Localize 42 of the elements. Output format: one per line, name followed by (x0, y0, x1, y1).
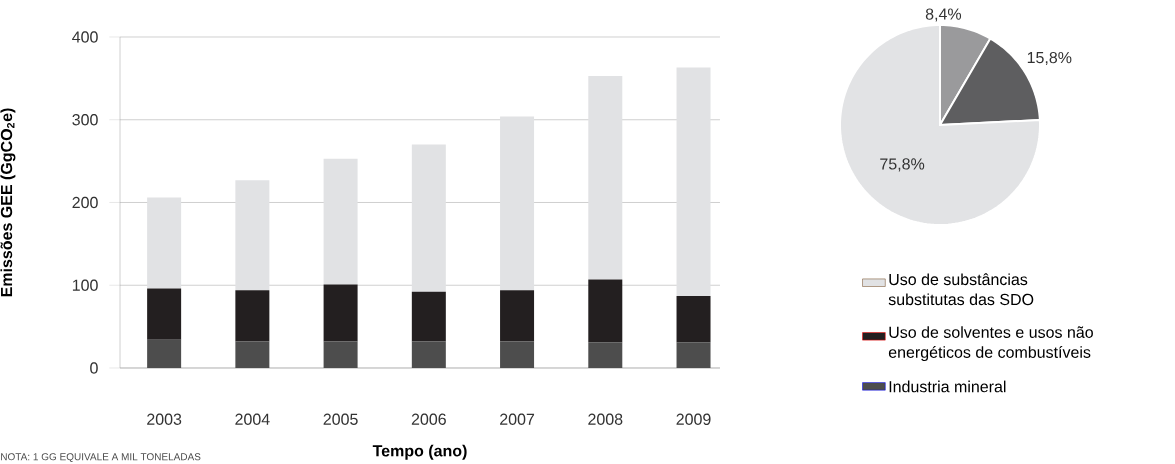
data-label: 8,4% (925, 8, 962, 22)
bar (411, 144, 446, 292)
data-label: 15,8% (1027, 51, 1072, 66)
bar (235, 341, 270, 368)
bar (147, 339, 182, 368)
legend-label: Uso de substâncias substitutas das SDO (888, 273, 1034, 306)
bar (147, 288, 182, 340)
bar (323, 158, 358, 285)
x-tick-label: 2006 (411, 413, 446, 425)
x-tick-label: 2005 (323, 413, 358, 425)
y-tick-label: 400 (72, 31, 98, 43)
bar (323, 284, 358, 342)
x-tick-label: 2008 (588, 413, 623, 425)
x-tick-label: 2007 (500, 413, 535, 425)
bar (411, 341, 446, 368)
legend-label: Uso de solventes e usos não energéticos de combustíveis (888, 326, 1093, 362)
x-tick-label: 2009 (676, 413, 711, 425)
x-axis-title: Tempo (ano) (372, 444, 467, 460)
bar (676, 342, 711, 368)
bar (500, 341, 535, 368)
text: NOTA: 1 GG EQUIVALE A MIL TONELADAS (1, 453, 201, 463)
bar (147, 197, 182, 289)
x-tick-label: 2003 (147, 413, 182, 425)
y-tick-label: 200 (72, 196, 98, 209)
bar (588, 75, 623, 280)
legend-label: Industria mineral (889, 380, 1006, 393)
bar (411, 291, 446, 342)
bar (235, 290, 270, 342)
bar (588, 342, 623, 368)
bar (500, 116, 535, 291)
y-axis-title: Emissões GEE (GgCO$_{2}$e) (0, 108, 16, 297)
y-tick-label: 300 (72, 114, 98, 126)
bar (588, 279, 623, 343)
bar (676, 296, 711, 343)
x-tick-label: 2004 (235, 413, 270, 425)
data-label: 75,8% (880, 158, 925, 172)
y-tick-label: 100 (72, 279, 98, 291)
bar (676, 67, 711, 296)
y-tick-label: 0 (90, 362, 98, 374)
bar (500, 290, 535, 342)
bar (323, 341, 358, 368)
bar (235, 180, 270, 291)
